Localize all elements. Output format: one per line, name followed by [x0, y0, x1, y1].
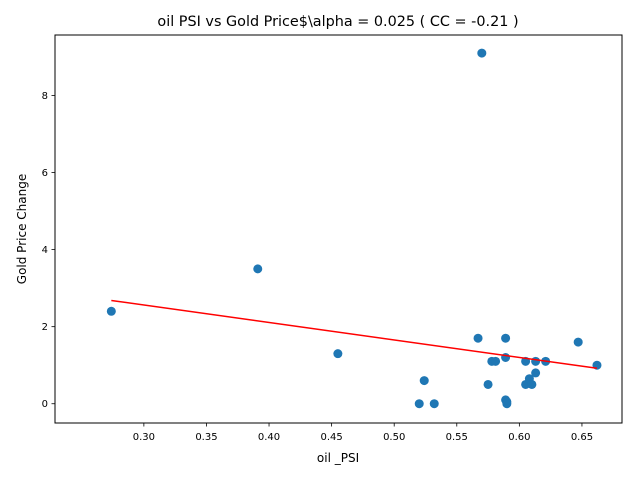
data-point: [491, 356, 501, 366]
x-axis-label: oil _PSI: [317, 451, 359, 465]
data-point: [429, 399, 439, 409]
y-tick-label: 6: [42, 168, 48, 179]
plot-frame: [54, 34, 623, 424]
data-point: [502, 399, 512, 409]
x-axis: 0.30 0.35 0.40 0.45 0.50 0.55 0.60 0.65: [133, 423, 593, 443]
data-point: [483, 379, 493, 389]
x-tick-label: 0.35: [195, 432, 217, 443]
data-point: [527, 379, 537, 389]
x-tick-label: 0.65: [571, 432, 593, 443]
plot-area: [106, 48, 602, 409]
data-point: [573, 337, 583, 347]
data-point: [414, 399, 424, 409]
data-point: [106, 306, 116, 316]
data-point: [531, 368, 541, 378]
y-tick-label: 4: [42, 245, 48, 256]
regression-line: [111, 299, 598, 370]
data-point: [419, 376, 429, 386]
x-tick-label: 0.40: [258, 432, 280, 443]
x-tick-label: 0.45: [320, 432, 342, 443]
data-point: [473, 333, 483, 343]
y-axis-label: Gold Price Change: [15, 174, 29, 284]
y-tick-label: 8: [42, 91, 48, 102]
data-point: [531, 356, 541, 366]
y-tick-label: 2: [42, 322, 48, 333]
data-point: [333, 349, 343, 359]
x-tick-label: 0.50: [383, 432, 405, 443]
y-axis: 0 2 4 6 8: [42, 91, 55, 410]
x-tick-label: 0.30: [133, 432, 155, 443]
data-point: [253, 264, 263, 274]
x-tick-label: 0.60: [508, 432, 530, 443]
y-tick-label: 0: [42, 399, 48, 410]
chart-title: oil PSI vs Gold Price$\alpha = 0.025 ( C…: [157, 14, 518, 30]
data-point: [501, 333, 511, 343]
x-tick-label: 0.55: [446, 432, 468, 443]
data-point: [477, 48, 487, 58]
